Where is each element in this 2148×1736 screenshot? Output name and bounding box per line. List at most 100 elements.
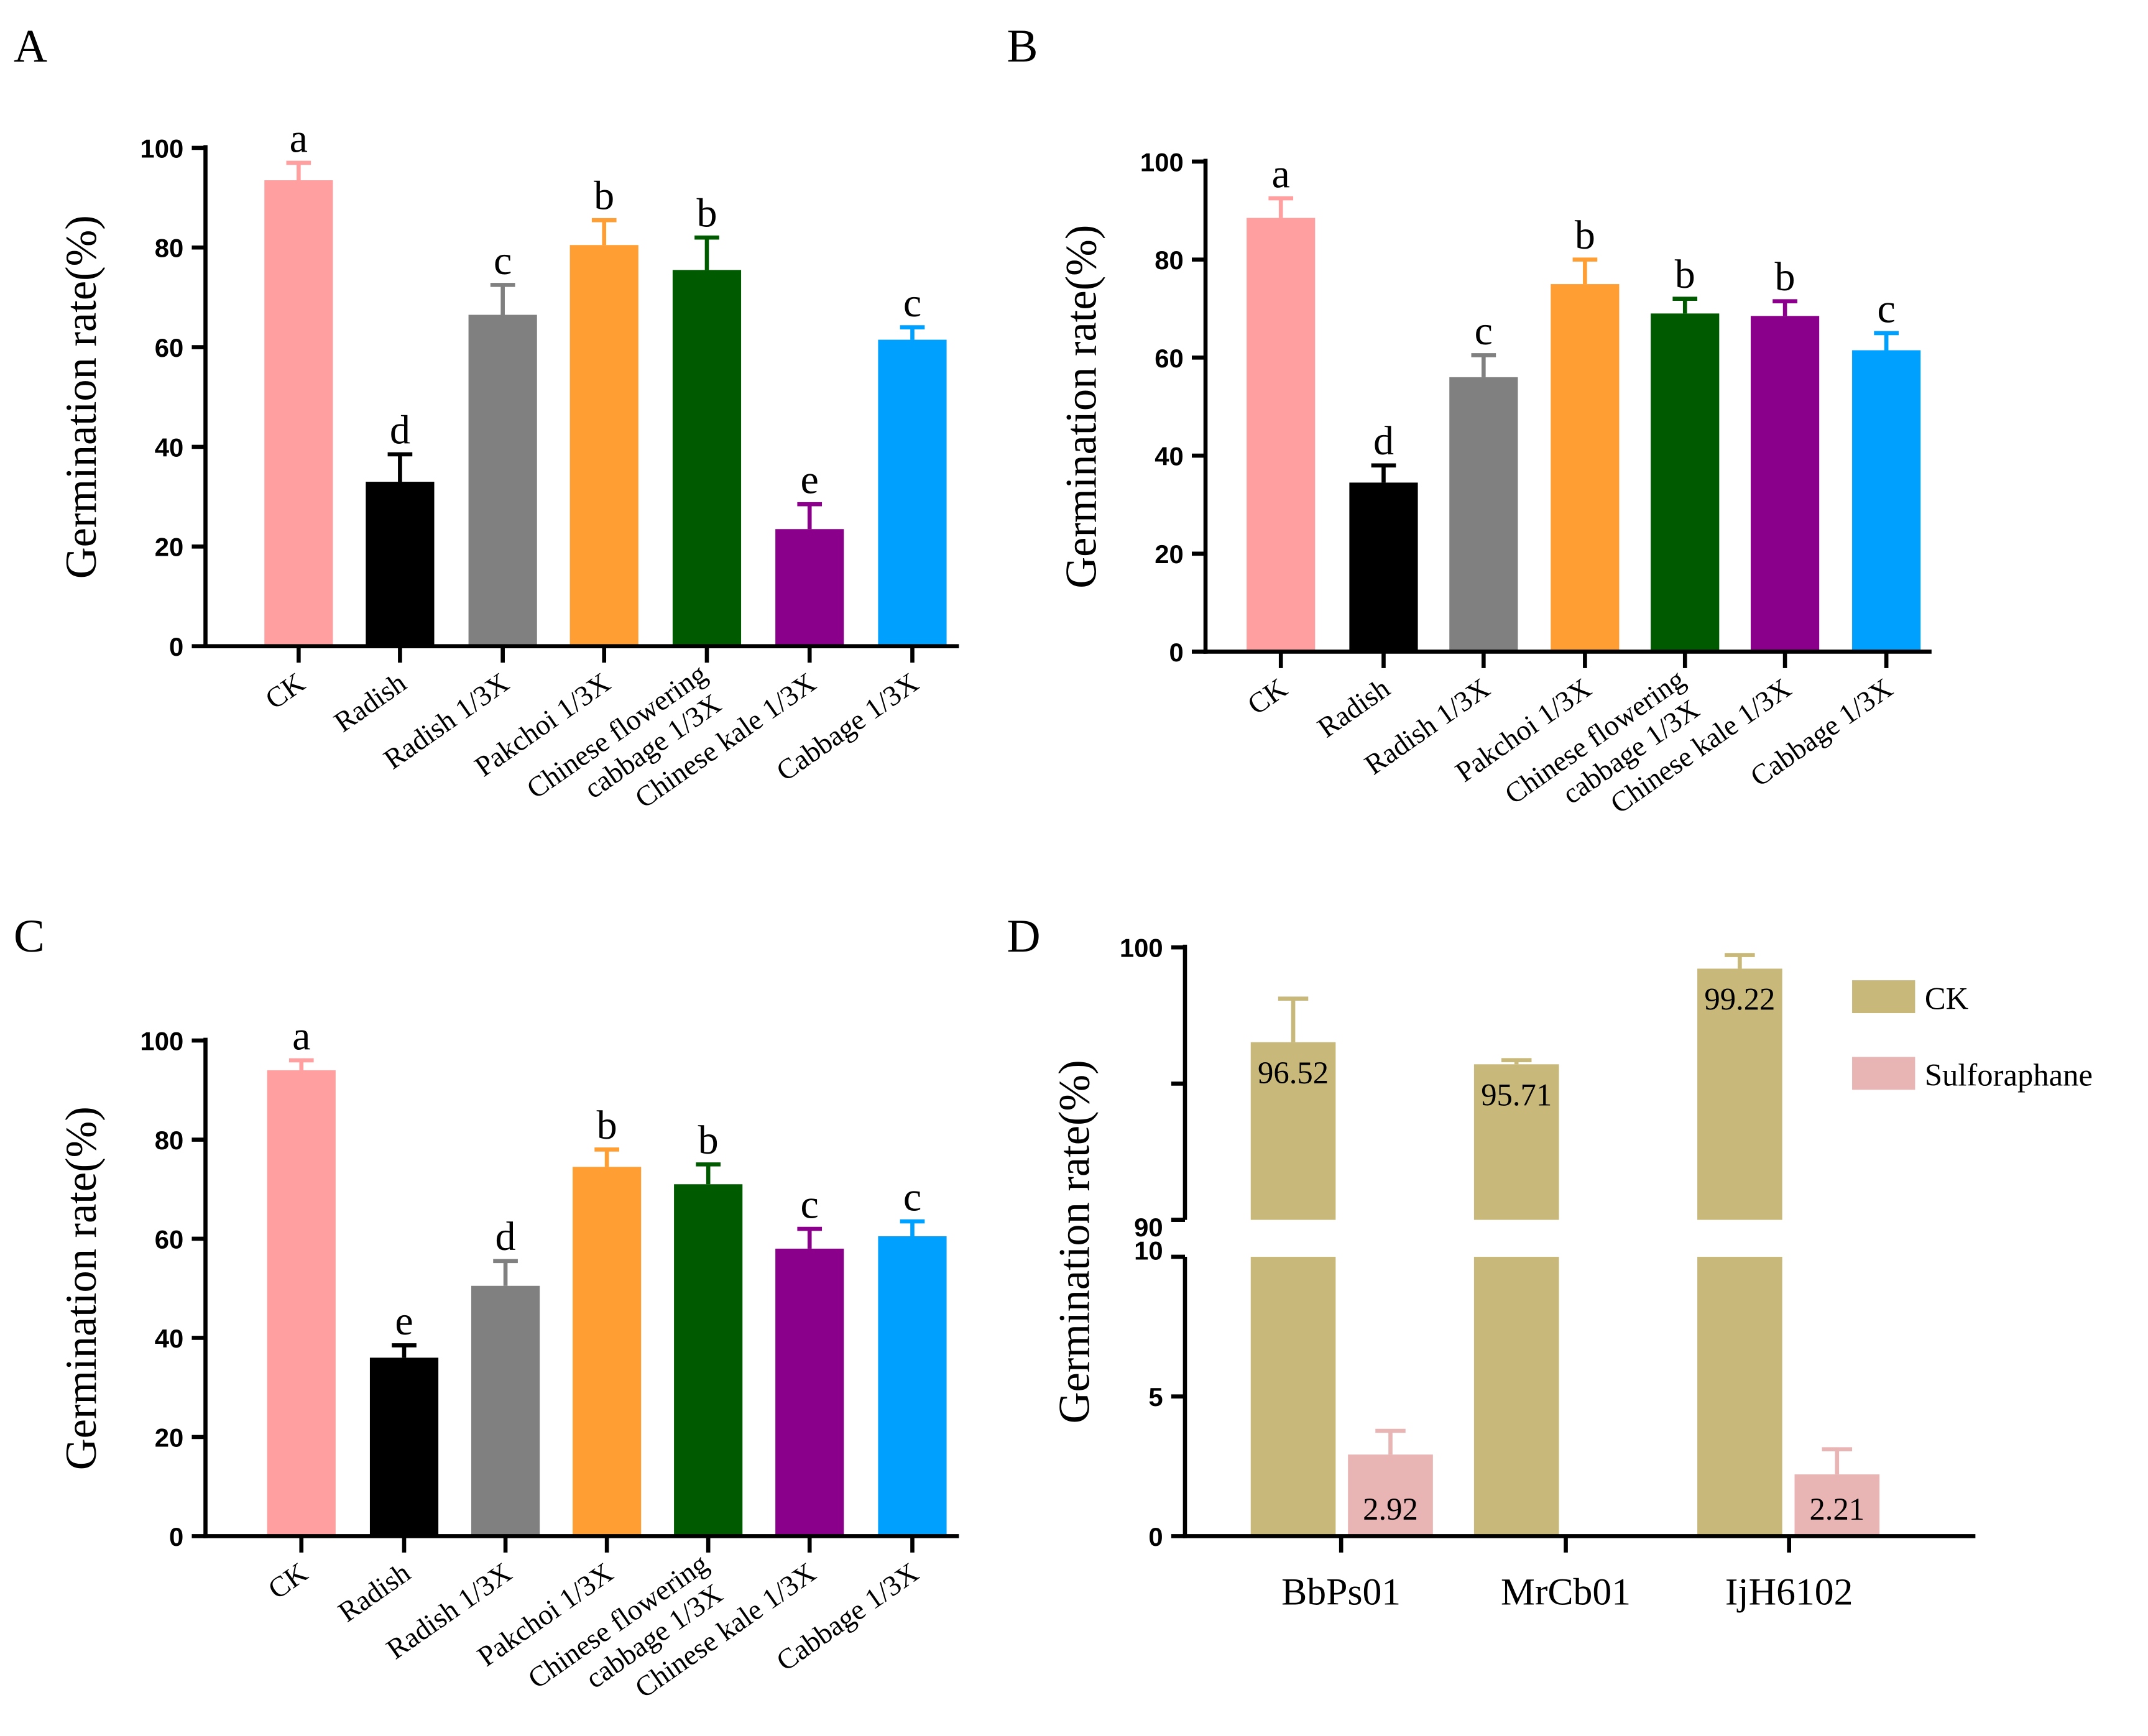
significance-letter: d bbox=[1373, 418, 1394, 464]
bar bbox=[366, 482, 435, 646]
bar-lower-segment bbox=[1697, 1257, 1782, 1536]
significance-letter: a bbox=[1272, 151, 1290, 196]
y-tick-label: 80 bbox=[155, 234, 184, 263]
legend-swatch bbox=[1852, 980, 1915, 1013]
x-tick-label-line: Radish bbox=[328, 667, 412, 738]
bar bbox=[569, 245, 638, 646]
significance-letter: e bbox=[395, 1298, 413, 1344]
y-tick-label: 20 bbox=[1155, 540, 1184, 569]
panel-label: A bbox=[14, 21, 47, 72]
x-tick-label: Radish bbox=[328, 667, 412, 738]
bar bbox=[775, 1248, 844, 1536]
bar bbox=[573, 1167, 642, 1536]
significance-letter: e bbox=[801, 457, 819, 503]
y-tick-label: 40 bbox=[155, 433, 184, 462]
bar bbox=[1551, 284, 1620, 652]
bar-upper-segment bbox=[1250, 1042, 1336, 1220]
y-tick-label: 40 bbox=[155, 1324, 184, 1353]
significance-letter: b bbox=[594, 173, 614, 219]
y-tick-label: 90 bbox=[1134, 1213, 1163, 1242]
bar-lower-segment bbox=[1250, 1257, 1336, 1536]
y-axis-label: Germination rate(%) bbox=[1058, 225, 1106, 589]
value-label: 2.21 bbox=[1809, 1492, 1865, 1527]
bar-lower-segment bbox=[1473, 1257, 1559, 1536]
y-tick-label: 20 bbox=[155, 533, 184, 562]
bar-upper-segment bbox=[1473, 1064, 1559, 1220]
legend-swatch bbox=[1852, 1057, 1915, 1090]
significance-letter: b bbox=[597, 1103, 617, 1148]
bar bbox=[1449, 377, 1518, 652]
panel-label: B bbox=[1007, 21, 1038, 72]
y-tick-label: 5 bbox=[1148, 1382, 1163, 1412]
significance-letter: c bbox=[903, 280, 921, 326]
x-tick-label-line: Radish bbox=[1312, 673, 1396, 744]
significance-letter: a bbox=[290, 116, 308, 161]
y-tick-label: 0 bbox=[1169, 638, 1183, 667]
y-tick-label: 100 bbox=[1120, 934, 1163, 963]
significance-letter: c bbox=[801, 1182, 819, 1227]
significance-letter: c bbox=[494, 238, 512, 283]
bar bbox=[468, 315, 537, 646]
bar bbox=[1852, 350, 1921, 652]
bar bbox=[878, 339, 947, 646]
significance-letter: b bbox=[698, 1118, 719, 1163]
legend-label: CK bbox=[1925, 981, 1969, 1016]
bar bbox=[264, 180, 333, 646]
bar bbox=[674, 1184, 743, 1536]
value-label: 95.71 bbox=[1481, 1077, 1552, 1112]
bar bbox=[1794, 1474, 1880, 1536]
bar bbox=[267, 1070, 336, 1536]
bar bbox=[1349, 482, 1418, 652]
significance-letter: b bbox=[1575, 213, 1595, 258]
y-tick-label: 60 bbox=[155, 333, 184, 362]
y-tick-label: 60 bbox=[1155, 344, 1184, 373]
y-tick-label: 60 bbox=[155, 1224, 184, 1254]
y-tick-label: 0 bbox=[169, 1522, 183, 1551]
x-tick-label: Radish bbox=[333, 1557, 417, 1628]
bar-upper-segment bbox=[1697, 968, 1782, 1220]
y-axis-label: Germination rate(%) bbox=[1051, 1060, 1099, 1423]
value-label: 99.22 bbox=[1704, 982, 1775, 1017]
y-tick-label: 100 bbox=[140, 134, 183, 163]
legend-label: Sulforaphane bbox=[1925, 1058, 2093, 1093]
y-tick-label: 100 bbox=[140, 1026, 183, 1055]
bar bbox=[369, 1357, 439, 1536]
y-tick-label: 0 bbox=[169, 632, 183, 661]
significance-letter: a bbox=[292, 1013, 310, 1059]
y-tick-label: 80 bbox=[1155, 246, 1184, 275]
y-axis-label: Germination rate(%) bbox=[57, 215, 106, 579]
bar bbox=[471, 1285, 540, 1536]
x-tick-label: IjH6102 bbox=[1725, 1571, 1853, 1614]
bar bbox=[1651, 313, 1720, 652]
x-tick-label: BbPs01 bbox=[1281, 1571, 1401, 1614]
significance-letter: c bbox=[1877, 286, 1895, 331]
bar bbox=[878, 1236, 947, 1536]
y-tick-label: 40 bbox=[1155, 441, 1184, 471]
bar bbox=[1751, 316, 1820, 652]
panel-label: C bbox=[14, 911, 45, 962]
y-tick-label: 10 bbox=[1134, 1236, 1163, 1265]
x-tick-label-line: Radish bbox=[333, 1557, 417, 1628]
y-axis-label: Germination rate(%) bbox=[57, 1106, 106, 1470]
x-tick-label-line: CK bbox=[260, 667, 311, 716]
significance-letter: c bbox=[903, 1174, 921, 1219]
y-tick-label: 20 bbox=[155, 1423, 184, 1452]
significance-letter: c bbox=[1475, 308, 1493, 354]
bar bbox=[1247, 218, 1316, 652]
x-tick-label-line: CK bbox=[1242, 673, 1293, 722]
value-label: 2.92 bbox=[1363, 1492, 1418, 1527]
bar bbox=[775, 529, 844, 646]
significance-letter: b bbox=[696, 191, 717, 236]
value-label: 96.52 bbox=[1258, 1055, 1329, 1090]
x-tick-label: CK bbox=[260, 667, 311, 716]
bar bbox=[672, 270, 742, 646]
y-tick-label: 100 bbox=[1140, 147, 1184, 177]
panel-d: D Germination rate(%) 96.52 95.71 99.22 2.92 2… bbox=[1007, 911, 2093, 1614]
x-tick-label: Radish bbox=[1312, 673, 1396, 744]
significance-letter: b bbox=[1675, 252, 1695, 297]
y-tick-label: 80 bbox=[155, 1126, 184, 1155]
